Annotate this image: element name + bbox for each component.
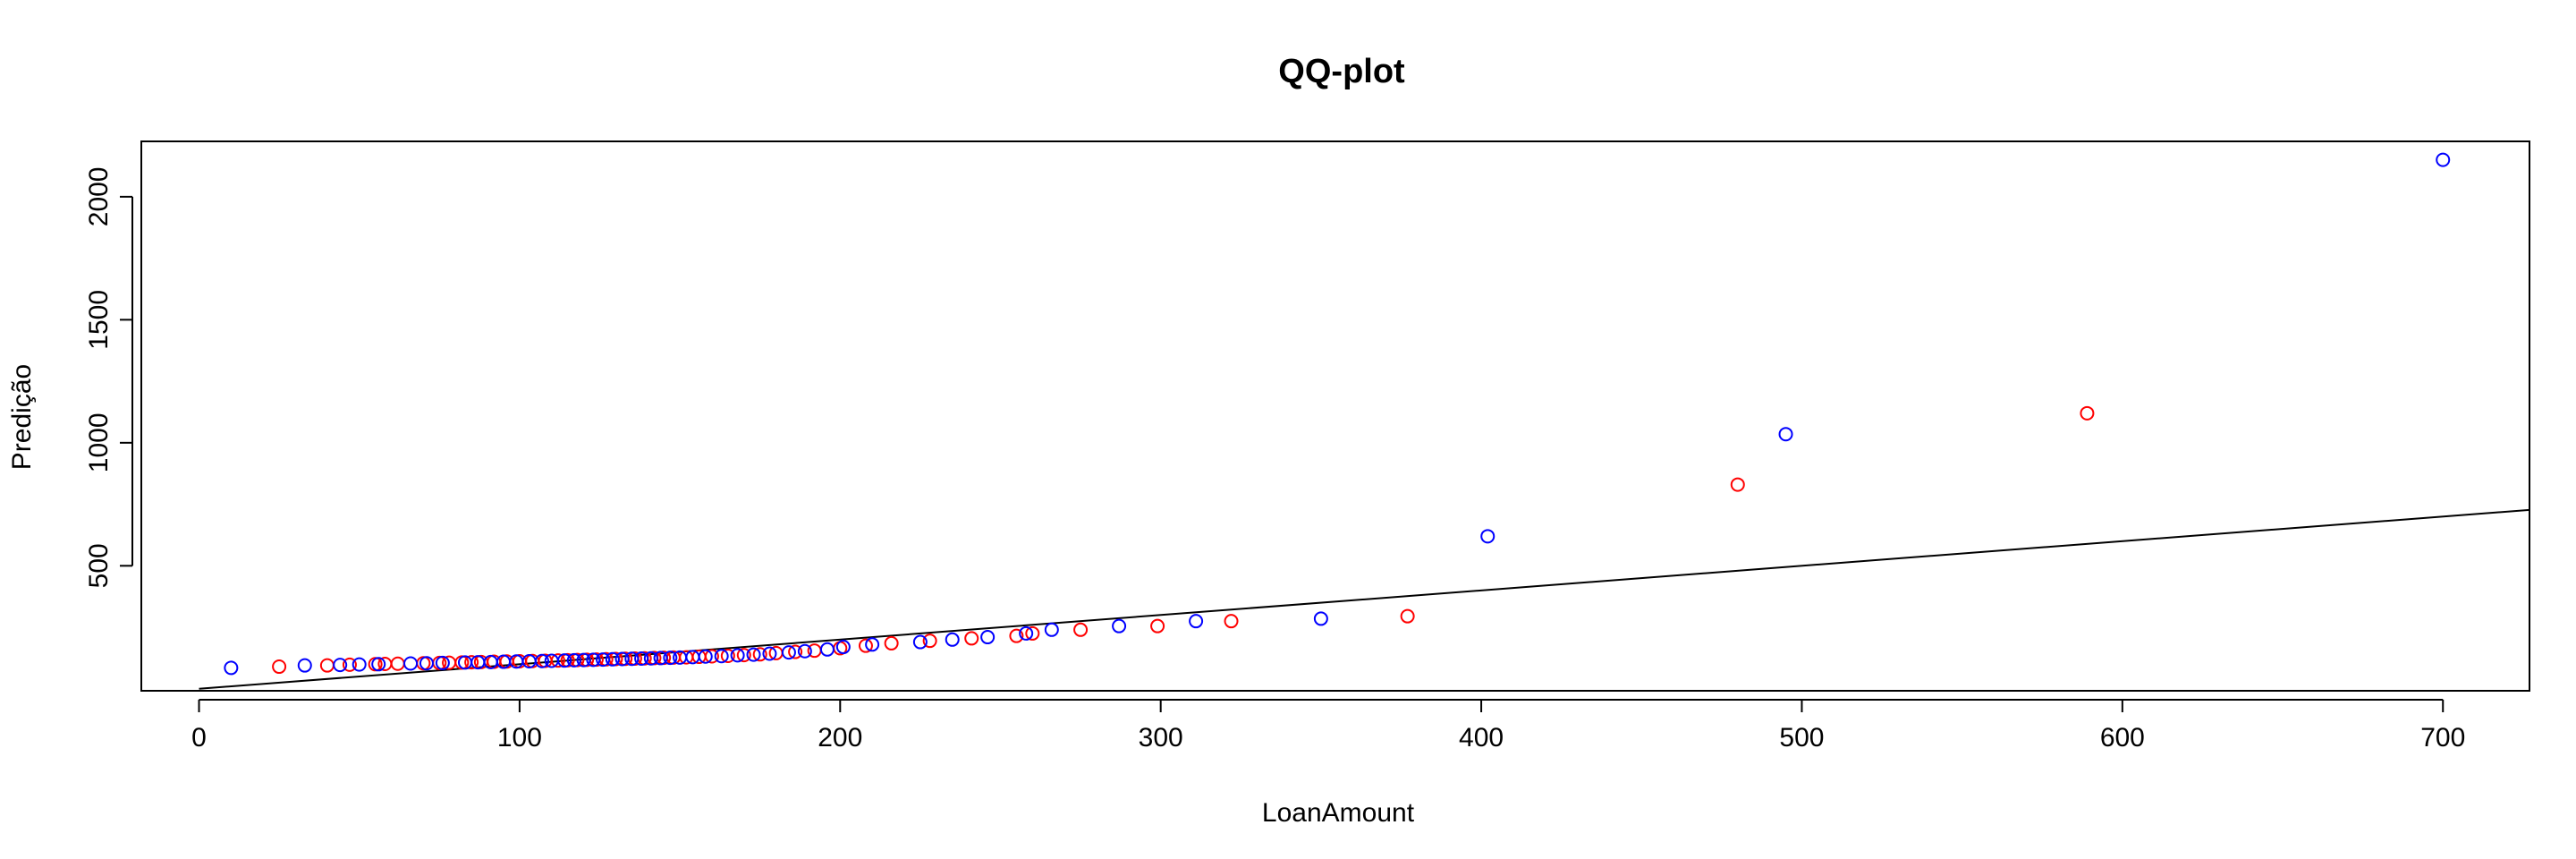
data-point: [788, 644, 803, 659]
y-tick-label: 1000: [84, 412, 114, 472]
data-point: [730, 648, 745, 663]
data-point: [464, 655, 479, 670]
data-point: [2436, 152, 2451, 167]
x-tick-label: 300: [1139, 723, 1183, 753]
data-point: [865, 637, 880, 652]
series-blue-points: [224, 152, 2451, 676]
x-tick-label: 200: [818, 723, 862, 753]
data-point: [1313, 611, 1328, 626]
data-point: [550, 653, 565, 668]
data-point: [912, 634, 928, 650]
data-point: [419, 656, 434, 671]
data-point: [858, 638, 873, 653]
x-tick-label: 100: [497, 723, 542, 753]
chart-title: QQ-plot: [1278, 53, 1405, 90]
data-point: [586, 652, 601, 668]
x-axis-label: LoanAmount: [1262, 798, 1415, 828]
data-point: [1730, 477, 1745, 492]
data-point: [922, 634, 937, 649]
data-point: [720, 648, 735, 663]
data-point: [819, 642, 835, 657]
data-point: [1025, 625, 1040, 641]
data-point: [272, 659, 287, 675]
data-point: [319, 658, 335, 673]
data-point: [352, 657, 367, 672]
y-tick-label: 2000: [84, 166, 114, 226]
data-point: [342, 657, 357, 672]
data-point: [762, 646, 777, 661]
y-tick-label: 1500: [84, 290, 114, 350]
data-point: [1150, 618, 1165, 634]
data-point: [403, 656, 419, 671]
y-axis-label: Predição: [7, 364, 37, 470]
data-point: [980, 630, 996, 645]
data-point: [653, 651, 668, 666]
data-point: [964, 631, 979, 646]
x-tick-label: 700: [2420, 723, 2465, 753]
data-point: [557, 653, 572, 668]
data-point: [945, 632, 960, 647]
data-point: [1778, 427, 1793, 442]
data-point: [390, 656, 405, 671]
data-point: [566, 652, 581, 668]
data-point: [596, 652, 611, 668]
data-point: [1019, 625, 1034, 641]
y-tick-label: 500: [84, 543, 114, 588]
data-point: [797, 643, 812, 659]
x-tick-label: 500: [1779, 723, 1824, 753]
data-point: [663, 651, 678, 666]
data-point: [736, 648, 751, 663]
data-point: [1480, 529, 1496, 544]
data-point: [698, 649, 713, 664]
data-point: [643, 651, 658, 666]
data-point: [534, 653, 549, 668]
plot-frame: [140, 140, 2530, 692]
data-point: [435, 655, 450, 670]
data-point: [576, 652, 591, 668]
data-point: [614, 651, 630, 667]
data-point: [1009, 628, 1024, 643]
data-point: [1224, 614, 1239, 629]
x-tick-label: 0: [191, 723, 207, 753]
data-point: [2080, 405, 2095, 421]
data-point: [224, 660, 239, 676]
data-point: [884, 635, 899, 651]
data-point: [714, 649, 729, 664]
data-point: [746, 647, 761, 662]
data-point: [781, 645, 796, 660]
data-point: [752, 647, 767, 662]
data-point: [333, 658, 348, 673]
data-point: [1400, 608, 1415, 624]
data-point: [605, 651, 620, 667]
data-point: [1044, 622, 1059, 637]
x-tick-label: 400: [1459, 723, 1504, 753]
data-point: [1073, 622, 1089, 637]
data-point: [835, 640, 851, 655]
data-point: [1189, 614, 1204, 629]
plot-area: 0 100 200 300 400 500 600 700 500 1000 1500 2000: [84, 140, 2530, 753]
data-point: [624, 651, 640, 667]
series-red-points: [272, 405, 2095, 675]
data-point: [634, 651, 649, 666]
data-point: [371, 657, 386, 672]
x-tick-label: 600: [2100, 723, 2145, 753]
data-point: [704, 649, 719, 664]
data-point: [297, 658, 312, 673]
data-point: [1112, 618, 1127, 634]
